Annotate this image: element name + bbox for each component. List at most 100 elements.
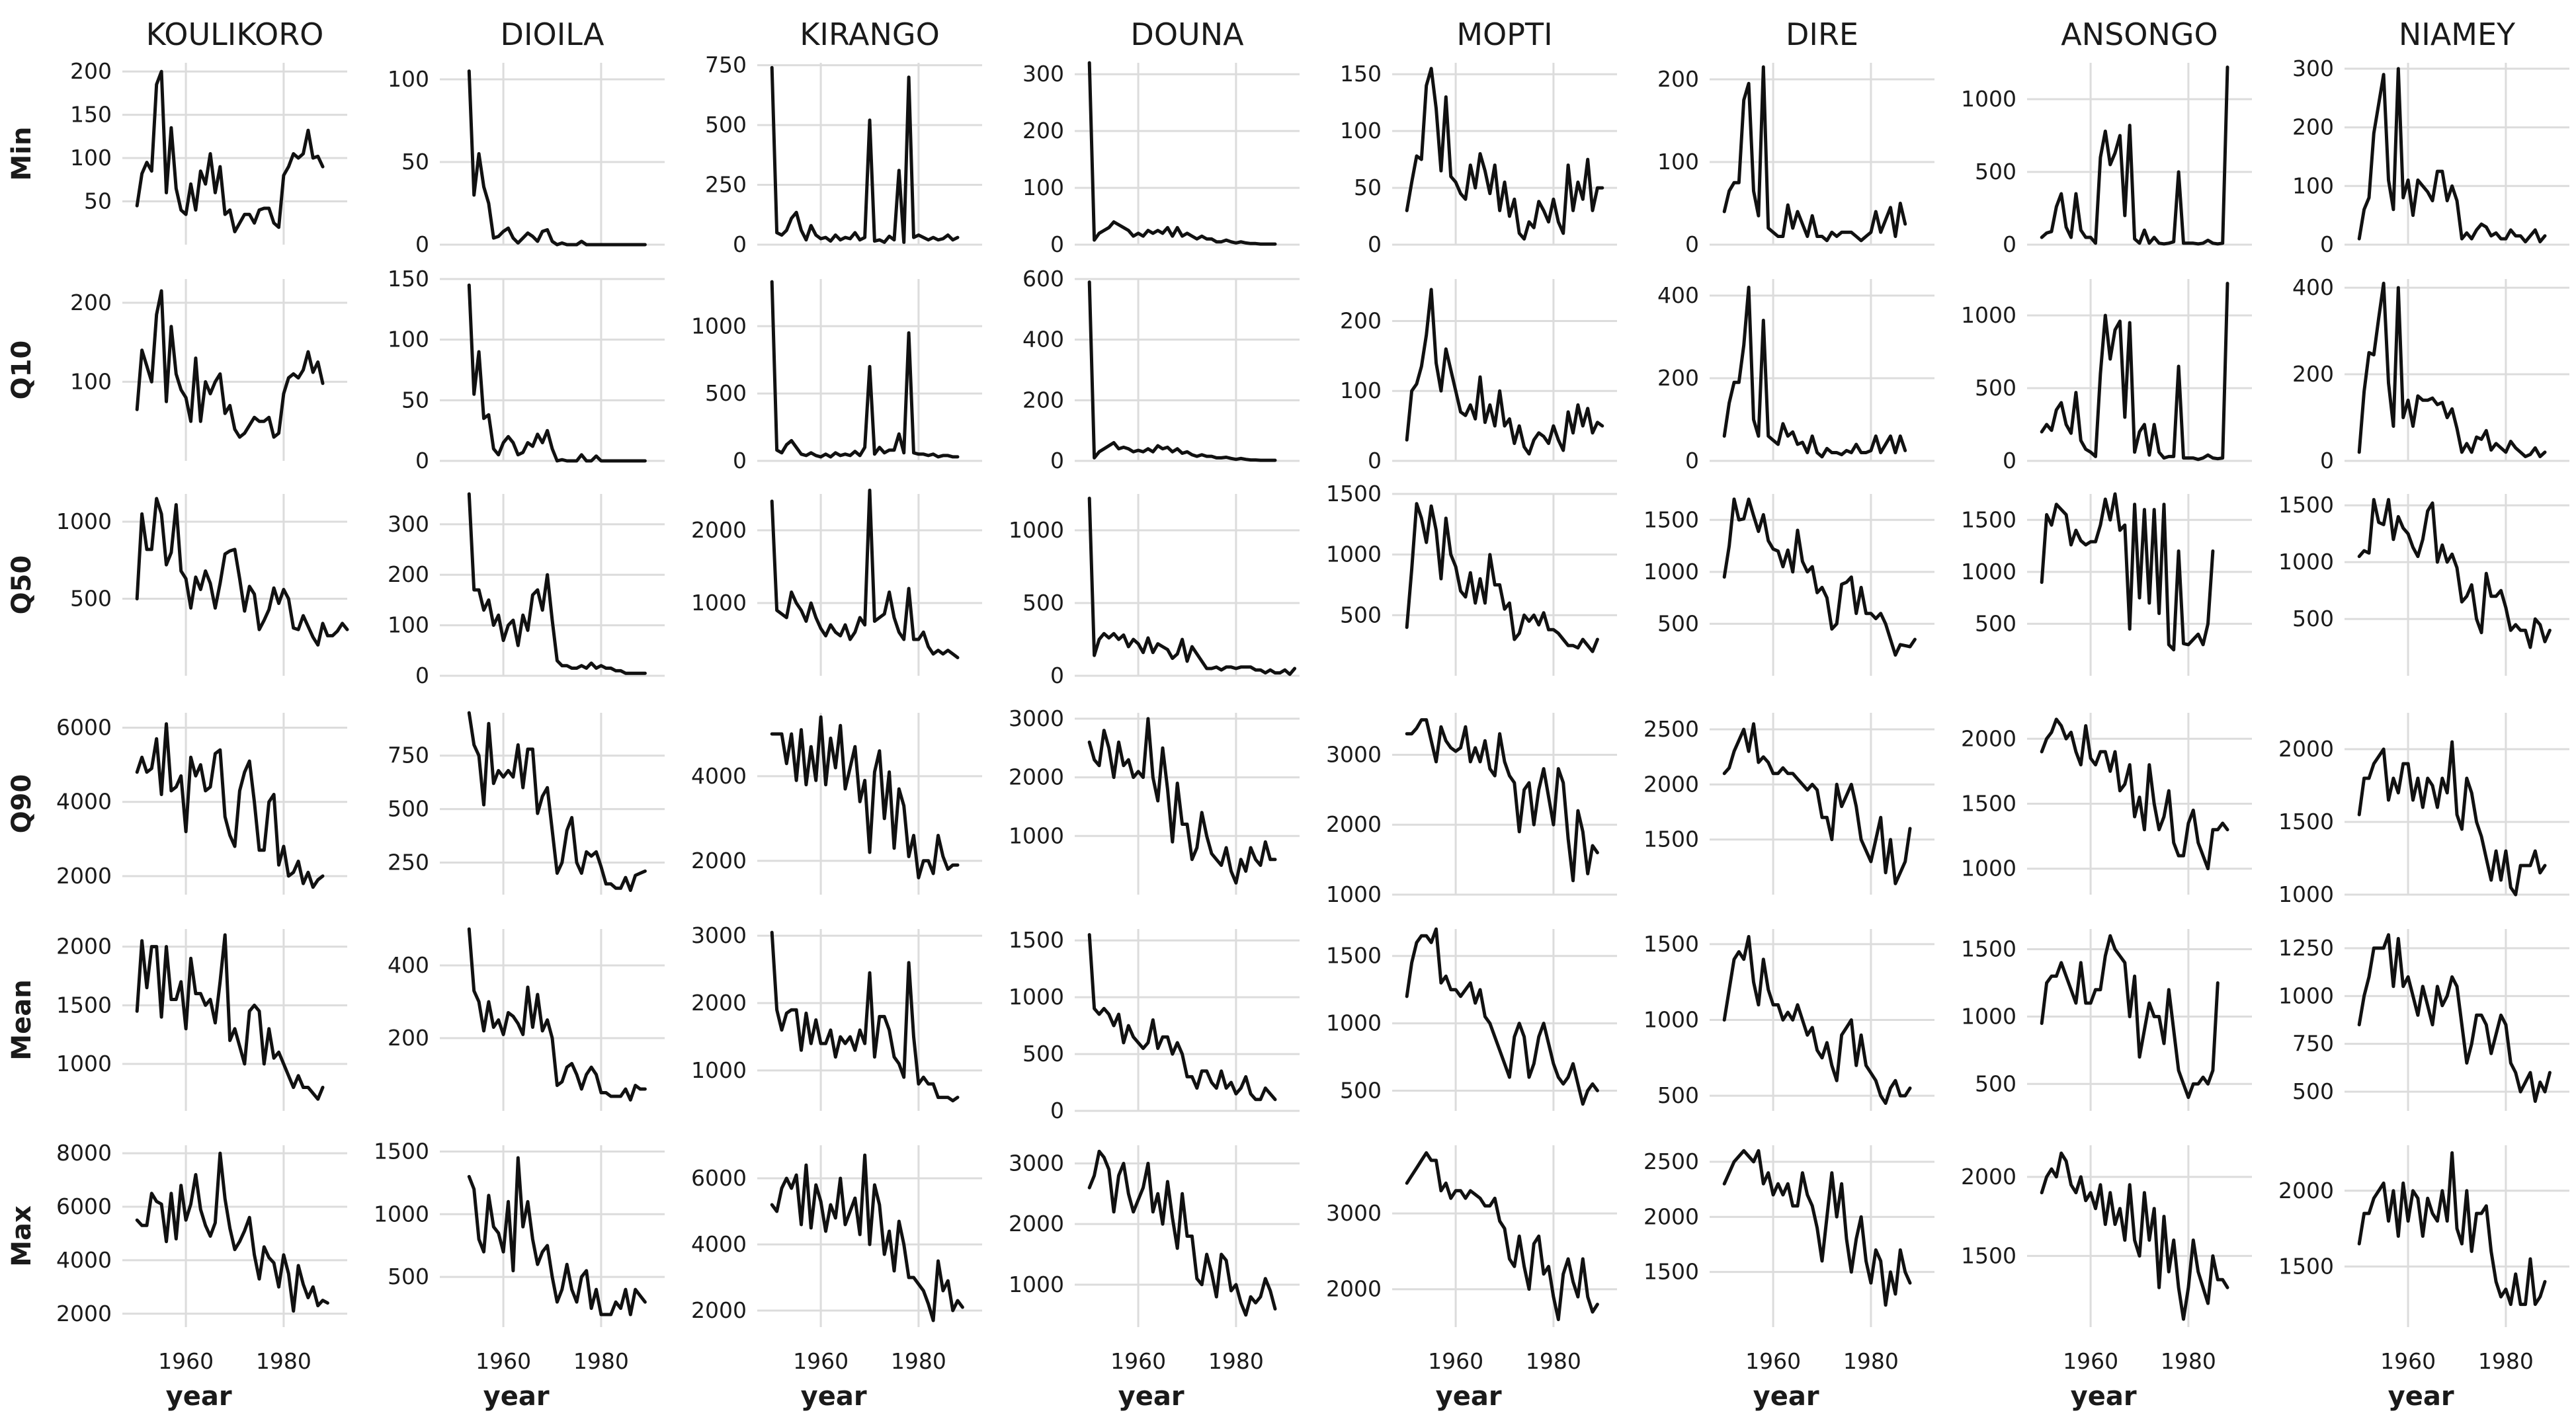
y-tick-label: 2000: [1643, 771, 1699, 797]
x-axis-label: year: [483, 1381, 550, 1412]
y-tick-label: 100: [70, 368, 112, 394]
y-tick-label: 500: [1975, 159, 2016, 184]
y-tick-label: 100: [1340, 118, 1382, 143]
y-tick-label: 0: [1685, 448, 1699, 473]
series-line: [2357, 933, 2552, 1103]
y-tick-label: 400: [2292, 274, 2334, 300]
y-tick-label: 2000: [1643, 1203, 1699, 1229]
y-tick-label: 750: [2292, 1031, 2334, 1057]
y-tick-label: 400: [388, 952, 429, 978]
series-line: [2040, 492, 2215, 652]
y-tick-label: 1000: [1009, 1272, 1064, 1297]
y-tick-label: 1000: [1961, 559, 2016, 585]
series-line: [2040, 65, 2229, 246]
y-tick-label: 0: [1050, 1098, 1064, 1123]
y-tick-label: 2500: [1643, 1149, 1699, 1174]
y-tick-label: 500: [70, 585, 112, 611]
y-tick-label: 1000: [374, 1201, 429, 1227]
y-tick-label: 500: [1975, 375, 2016, 401]
series-line: [1722, 935, 1912, 1105]
series-line: [1405, 927, 1599, 1106]
y-tick-label: 1000: [1326, 542, 1382, 567]
y-tick-label: 0: [1050, 663, 1064, 688]
series-line: [2357, 740, 2547, 897]
x-tick-label: 1960: [476, 1348, 531, 1374]
x-axis-label: year: [2071, 1381, 2137, 1412]
y-tick-label: 0: [1685, 231, 1699, 257]
x-axis-label: year: [1118, 1381, 1184, 1412]
series-line: [2040, 1151, 2229, 1321]
y-tick-label: 1500: [2278, 809, 2334, 834]
y-tick-label: 2000: [1009, 1211, 1064, 1237]
y-tick-label: 2000: [56, 1301, 112, 1326]
row-label: Max: [7, 1205, 37, 1267]
y-tick-label: 1250: [2278, 935, 2334, 961]
column-title: DOUNA: [1130, 17, 1244, 52]
series-line: [1087, 717, 1277, 885]
series-line: [135, 497, 349, 647]
x-axis-label: year: [2388, 1381, 2454, 1412]
series-line: [1087, 280, 1277, 462]
y-tick-label: 1500: [1643, 931, 1699, 957]
series-line: [2357, 282, 2547, 458]
series-line: [770, 715, 960, 879]
y-tick-label: 150: [70, 102, 112, 128]
y-tick-label: 6000: [691, 1165, 747, 1191]
y-tick-label: 0: [415, 663, 429, 688]
y-tick-label: 100: [2292, 173, 2334, 198]
series-line: [1405, 718, 1599, 883]
y-tick-label: 200: [70, 58, 112, 84]
x-tick-label: 1960: [793, 1348, 849, 1374]
y-tick-label: 100: [1022, 175, 1064, 200]
y-tick-label: 3000: [1009, 1151, 1064, 1176]
y-tick-label: 50: [401, 149, 429, 175]
x-tick-label: 1960: [2063, 1348, 2118, 1374]
x-tick-label: 1980: [573, 1348, 629, 1374]
y-tick-label: 1500: [2278, 492, 2334, 518]
y-tick-label: 100: [388, 66, 429, 92]
y-tick-label: 150: [1340, 61, 1382, 87]
series-line: [467, 492, 647, 675]
y-tick-label: 2000: [691, 990, 747, 1016]
series-line: [1405, 288, 1604, 456]
y-tick-label: 1000: [1326, 1010, 1382, 1036]
y-tick-label: 3000: [1326, 1200, 1382, 1226]
y-tick-label: 0: [2320, 231, 2334, 257]
series-line: [1405, 1151, 1599, 1321]
y-tick-label: 4000: [691, 1231, 747, 1257]
y-tick-label: 1500: [1961, 507, 2016, 532]
y-tick-label: 2000: [56, 934, 112, 959]
series-line: [2357, 498, 2552, 649]
x-axis-label: year: [801, 1381, 867, 1412]
series-line: [1087, 61, 1277, 246]
y-tick-label: 200: [1022, 387, 1064, 413]
y-tick-label: 500: [2292, 606, 2334, 631]
y-tick-label: 0: [733, 231, 747, 257]
y-tick-label: 400: [1657, 282, 1699, 308]
y-tick-label: 6000: [56, 1194, 112, 1219]
y-tick-label: 1500: [1643, 827, 1699, 852]
y-tick-label: 2000: [2278, 736, 2334, 762]
y-tick-label: 1500: [56, 992, 112, 1018]
y-tick-label: 1000: [2278, 983, 2334, 1008]
y-tick-label: 750: [705, 52, 747, 78]
series-line: [467, 283, 647, 463]
y-tick-label: 3000: [1009, 706, 1064, 731]
series-line: [1087, 1149, 1277, 1317]
y-tick-label: 1000: [1961, 302, 2016, 328]
column-title: ANSONGO: [2061, 17, 2218, 52]
series-line: [2357, 67, 2547, 244]
y-tick-label: 200: [388, 561, 429, 587]
y-tick-label: 500: [2292, 1078, 2334, 1104]
series-line: [1722, 722, 1912, 885]
y-tick-label: 4000: [691, 763, 747, 789]
y-tick-label: 0: [1050, 448, 1064, 473]
x-tick-label: 1980: [2161, 1348, 2216, 1374]
x-tick-label: 1980: [1843, 1348, 1899, 1374]
y-tick-label: 500: [1022, 1041, 1064, 1067]
x-tick-label: 1980: [1208, 1348, 1264, 1374]
y-tick-label: 300: [2292, 56, 2334, 81]
y-tick-label: 200: [70, 290, 112, 315]
y-tick-label: 500: [1975, 610, 2016, 636]
